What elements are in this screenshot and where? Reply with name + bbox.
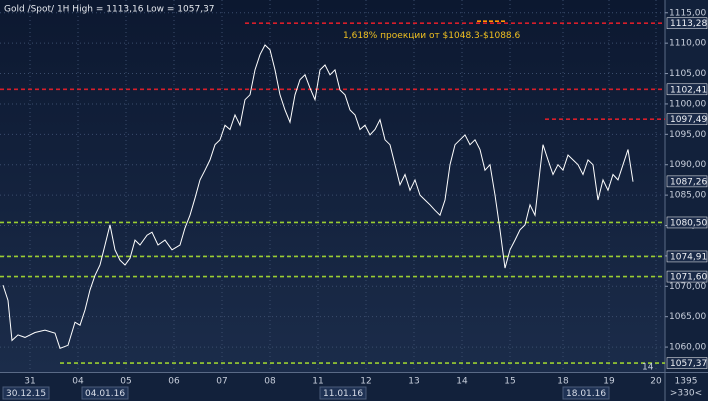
date-box xyxy=(319,386,367,400)
x-tick-label: 04 xyxy=(72,377,84,387)
price-line xyxy=(2,44,634,349)
x-tick-label: 06 xyxy=(168,377,180,387)
chart-title: Gold /Spot/ 1H High = 1113,16 Low = 1057… xyxy=(4,5,215,15)
price-box xyxy=(666,216,708,229)
x-tick-label: 12 xyxy=(360,377,371,387)
x-tick-label: 08 xyxy=(264,377,276,387)
date-label: 18.01.16 xyxy=(566,389,606,399)
bottom-right-label: >330< xyxy=(670,389,702,399)
price-box xyxy=(666,250,708,263)
price-box-label: 1102,41 xyxy=(670,85,707,95)
x-tick-label: 07 xyxy=(216,377,227,387)
x-tick-label: 31 xyxy=(24,377,35,387)
y-tick-label: 1095,00 xyxy=(669,130,706,140)
y-tick-label: 1065,00 xyxy=(669,312,706,322)
y-tick-label: 1090,00 xyxy=(669,160,706,170)
date-label: 30.12.15 xyxy=(6,389,46,399)
y-tick-label: 1100,00 xyxy=(669,99,706,109)
plot-background xyxy=(0,0,665,372)
price-box xyxy=(666,113,708,125)
price-box-label: 1074,91 xyxy=(670,252,707,262)
y-tick-label: 1105,00 xyxy=(669,69,706,79)
x-tick-label: 05 xyxy=(120,377,131,387)
date-box xyxy=(562,386,610,400)
price-box xyxy=(666,357,708,369)
y-tick-label: 1070,00 xyxy=(669,282,706,292)
date-label: 04.01.16 xyxy=(85,389,125,399)
x-tick-label: 18 xyxy=(557,377,569,387)
bottom-right-label: 1395 xyxy=(675,377,698,387)
x-tick-label: 11 xyxy=(312,377,323,387)
corner-label: 14 xyxy=(642,363,654,373)
date-box xyxy=(81,386,129,400)
price-box-label: 1087,26 xyxy=(670,177,707,187)
price-box xyxy=(666,270,708,283)
price-box xyxy=(666,83,708,96)
date-box xyxy=(2,386,50,400)
x-tick-label: 15 xyxy=(504,377,515,387)
price-box-label: 1057,37 xyxy=(670,359,707,369)
price-box-label: 1097,49 xyxy=(670,115,707,125)
y-tick-label: 1085,00 xyxy=(669,191,706,201)
x-tick-label: 20 xyxy=(650,377,662,387)
price-box-label: 1113,28 xyxy=(670,19,707,29)
y-tick-label: 1110,00 xyxy=(669,39,706,49)
price-box-label: 1071,60 xyxy=(670,273,707,283)
y-tick-label: 1115,00 xyxy=(669,8,706,18)
annotation: 1,618% проекции от $1048.3-$1088.6 xyxy=(343,31,521,41)
x-tick-label: 13 xyxy=(408,377,419,387)
y-tick-label: 1060,00 xyxy=(669,343,706,353)
price-box xyxy=(666,175,708,188)
price-box xyxy=(666,17,708,29)
price-box-label: 1080,50 xyxy=(670,218,707,228)
x-tick-label: 19 xyxy=(603,377,615,387)
price-axis-panel xyxy=(665,0,708,401)
date-label: 11.01.16 xyxy=(323,389,363,399)
x-tick-label: 14 xyxy=(456,377,468,387)
